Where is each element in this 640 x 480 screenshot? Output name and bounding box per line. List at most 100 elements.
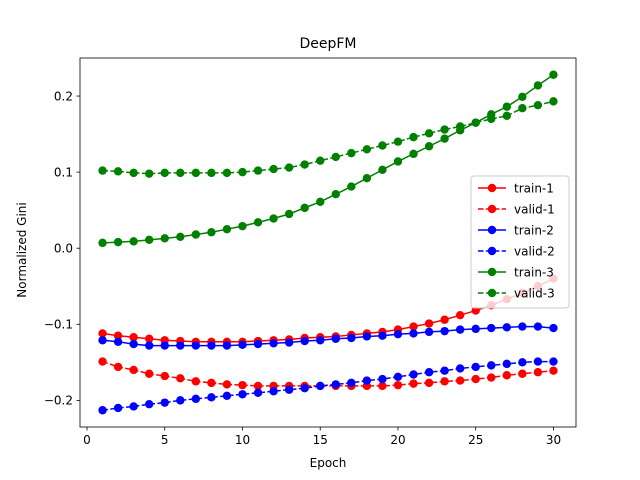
data-point-train-2-21 [409,329,418,338]
data-point-valid-1-7 [191,377,201,386]
data-point-train-3-5 [160,234,169,243]
data-point-valid-2-15 [316,381,325,391]
data-point-train-3-14 [300,203,309,213]
legend-marker-train-3 [487,267,497,277]
data-point-train-3-18 [362,174,372,183]
data-point-valid-2-19 [378,374,387,384]
data-point-train-3-15 [316,197,325,206]
data-point-train-2-26 [487,323,496,333]
data-point-valid-3-14 [300,160,309,169]
data-point-train-3-30 [549,70,558,79]
x-tick-label-15: 15 [313,433,328,447]
data-point-train-1-24 [455,310,465,320]
data-point-train-2-14 [300,336,309,346]
y-tick-label-2: 0.0 [54,242,73,256]
data-point-valid-3-3 [129,168,138,178]
data-point-valid-2-8 [207,393,216,402]
x-tick-label-20: 20 [390,433,405,447]
data-point-valid-1-1 [98,357,107,366]
x-tick-label-5: 5 [161,433,169,447]
data-point-valid-2-3 [129,402,138,411]
data-point-valid-3-4 [144,169,154,178]
data-point-valid-1-8 [207,378,216,388]
data-point-train-2-17 [347,333,356,343]
data-point-train-3-11 [253,218,263,227]
series-markers-valid-3 [98,97,558,178]
legend-marker-train-1 [487,183,497,193]
data-point-train-2-22 [424,327,434,337]
data-point-train-2-12 [269,339,278,348]
x-tick-label-30: 30 [546,433,561,447]
data-point-train-2-20 [393,329,403,339]
x-axis-label: Epoch [310,456,347,470]
data-point-train-2-2 [113,337,123,346]
data-point-valid-3-6 [176,168,185,178]
data-point-train-2-28 [518,322,527,331]
data-point-train-2-11 [253,339,263,349]
data-point-train-3-19 [378,165,387,175]
data-point-train-3-6 [176,232,185,241]
data-point-valid-2-10 [238,390,247,399]
data-point-valid-2-27 [502,359,512,369]
data-point-train-3-10 [238,221,247,231]
data-point-train-3-20 [393,157,403,166]
data-point-valid-2-12 [269,387,278,396]
data-point-train-3-8 [207,228,216,237]
data-point-valid-2-1 [98,406,107,415]
legend-label-train-3: train-3 [514,265,554,279]
data-point-train-3-16 [331,189,340,199]
data-point-train-2-9 [222,341,232,350]
data-point-valid-3-29 [533,100,543,110]
legend: train-1 valid-1 train-2 valid-2 train-3 valid… [470,175,570,309]
data-point-train-2-30 [549,323,558,333]
data-point-train-2-6 [176,341,185,350]
data-point-train-3-21 [409,149,418,159]
data-point-valid-3-27 [502,111,512,121]
data-point-train-1-4 [144,334,154,343]
data-point-valid-3-19 [378,141,387,150]
data-point-valid-3-20 [393,137,403,146]
data-point-valid-1-5 [160,371,169,381]
data-point-valid-3-23 [440,125,449,134]
legend-marker-train-2 [487,225,497,235]
data-point-valid-2-2 [113,403,123,413]
data-point-train-3-1 [98,238,107,248]
y-axis-label: Normalized Gini [15,202,29,297]
data-point-train-1-21 [409,322,418,331]
data-point-train-2-10 [238,340,247,350]
series-markers-train-2 [98,322,558,350]
data-point-train-3-22 [424,142,434,151]
data-point-valid-3-24 [455,122,465,131]
data-point-train-2-16 [331,334,340,343]
legend-label-valid-3: valid-3 [514,286,555,300]
legend-marker-valid-1 [487,204,497,214]
data-point-valid-2-18 [362,376,372,385]
y-tick-label-1: −0.1 [44,318,73,332]
data-point-valid-2-7 [191,394,201,404]
data-point-valid-1-10 [238,380,247,390]
data-point-valid-2-30 [549,357,558,366]
data-point-train-2-25 [471,324,480,334]
data-point-valid-1-26 [487,373,496,382]
x-tick-label-10: 10 [235,433,250,447]
data-point-valid-1-11 [253,381,263,391]
data-point-valid-3-28 [518,104,527,113]
data-point-valid-1-30 [549,366,558,375]
data-point-train-2-13 [284,338,294,347]
data-point-train-3-28 [518,92,527,102]
data-point-valid-1-25 [471,374,480,384]
data-point-valid-3-7 [191,168,201,178]
legend-marker-valid-3 [487,288,497,298]
data-point-train-1-23 [440,315,449,324]
chart-title: DeepFM [299,36,356,52]
data-point-valid-3-10 [238,167,247,177]
data-point-valid-2-22 [424,368,434,377]
data-point-valid-2-9 [222,391,232,401]
data-point-valid-1-24 [455,376,465,385]
data-point-train-3-13 [284,209,294,219]
series-markers-valid-2 [98,357,558,415]
x-tick-label-25: 25 [468,433,483,447]
data-point-valid-2-21 [409,370,418,379]
data-point-train-3-17 [347,182,356,191]
y-tick-label-0: −0.2 [44,394,73,408]
